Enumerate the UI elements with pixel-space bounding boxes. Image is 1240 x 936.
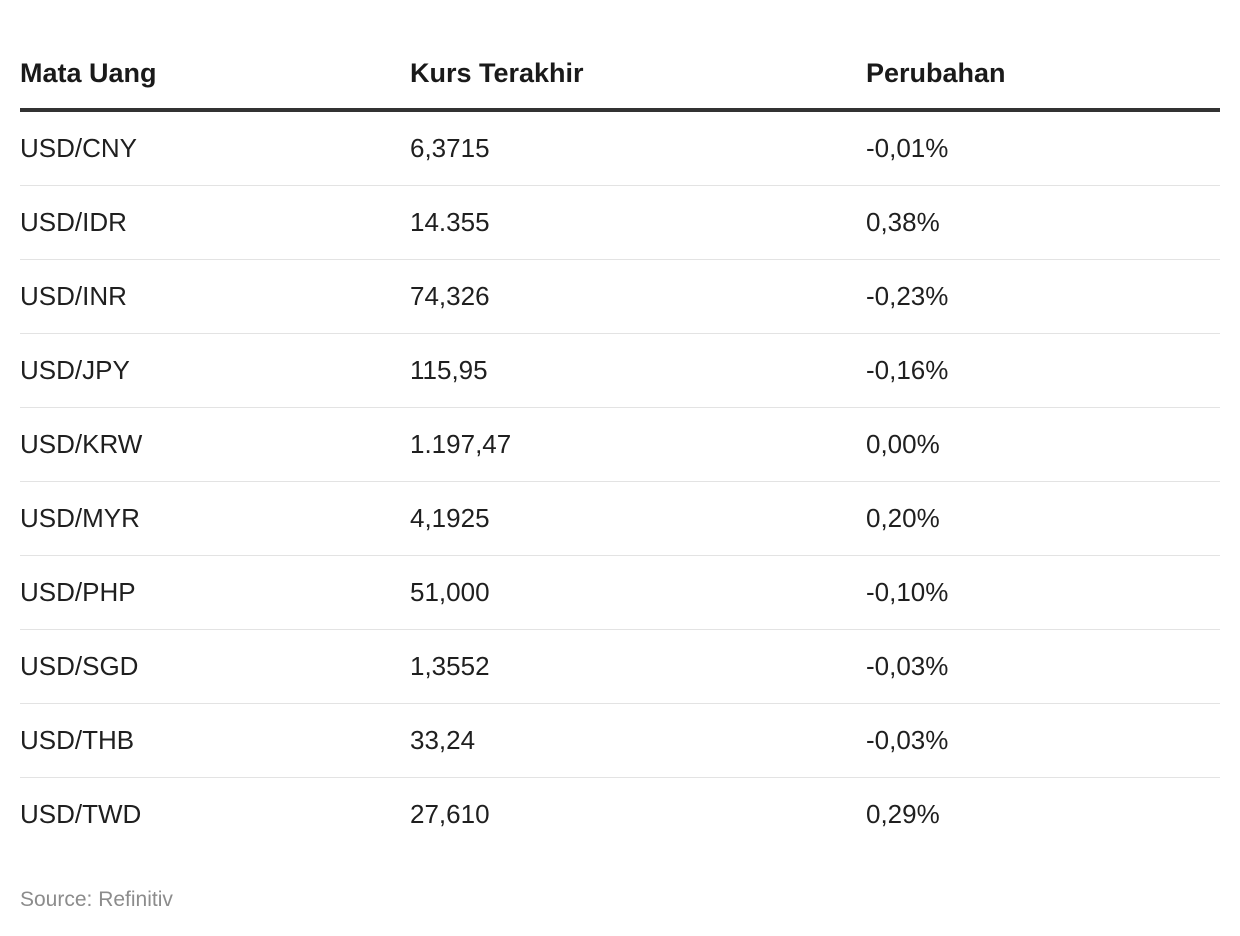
cell-last-rate: 27,610 (410, 799, 490, 829)
table-row: USD/TWD 27,610 0,29% (20, 778, 1220, 852)
cell-last-rate: 51,000 (410, 555, 866, 630)
column-header-last-rate: Kurs Terakhir (410, 38, 866, 112)
cell-last-rate: 4,1925 (410, 481, 866, 556)
table-header-row: Mata Uang Kurs Terakhir Perubahan (20, 38, 1220, 112)
table-row: USD/INR 74,326 -0,23% (20, 259, 1220, 334)
column-header-currency: Mata Uang (20, 38, 410, 112)
cell-change: -0,03% (866, 703, 1220, 778)
cell-change: -0,23% (866, 259, 1220, 334)
cell-currency-pair: USD/CNY (20, 110, 410, 186)
cell-last-rate: 33,24 (410, 703, 866, 778)
cell-currency-pair: USD/INR (20, 259, 410, 334)
column-header-change: Perubahan (866, 38, 1220, 112)
cell-change: -0,03% (866, 629, 1220, 704)
cell-change: 0,29% (866, 799, 940, 829)
cell-currency-pair: USD/SGD (20, 629, 410, 704)
cell-currency-pair: USD/THB (20, 703, 410, 778)
table-row: USD/MYR 4,1925 0,20% (20, 481, 1220, 556)
cell-change: -0,01% (866, 110, 1220, 186)
cell-last-rate: 115,95 (410, 333, 866, 408)
cell-change: 0,00% (866, 407, 1220, 482)
cell-last-rate: 14.355 (410, 185, 866, 260)
cell-currency-pair: USD/KRW (20, 407, 410, 482)
source-note: Source: Refinitiv (20, 888, 173, 911)
cell-currency-pair: USD/IDR (20, 185, 410, 260)
cell-currency-pair: USD/TWD (20, 799, 142, 829)
table-row: USD/JPY 115,95 -0,16% (20, 333, 1220, 408)
table-row: USD/KRW 1.197,47 0,00% (20, 407, 1220, 482)
cell-currency-pair: USD/MYR (20, 481, 410, 556)
cell-currency-pair: USD/JPY (20, 333, 410, 408)
cell-last-rate: 1,3552 (410, 629, 866, 704)
exchange-rate-table-container: Mata Uang Kurs Terakhir Perubahan USD/CN… (20, 38, 1220, 851)
cell-last-rate: 74,326 (410, 259, 866, 334)
cell-last-rate: 6,3715 (410, 110, 866, 186)
cell-change: 0,38% (866, 185, 1220, 260)
cell-change: -0,16% (866, 333, 1220, 408)
cell-change: -0,10% (866, 555, 1220, 630)
table-row: USD/SGD 1,3552 -0,03% (20, 629, 1220, 704)
cell-last-rate: 1.197,47 (410, 407, 866, 482)
table-row: USD/THB 33,24 -0,03% (20, 703, 1220, 778)
exchange-rate-table: Mata Uang Kurs Terakhir Perubahan USD/CN… (20, 38, 1220, 851)
table-row: USD/CNY 6,3715 -0,01% (20, 110, 1220, 186)
table-row: USD/IDR 14.355 0,38% (20, 185, 1220, 260)
table-row: USD/PHP 51,000 -0,10% (20, 555, 1220, 630)
cell-change: 0,20% (866, 481, 1220, 556)
cell-currency-pair: USD/PHP (20, 555, 410, 630)
